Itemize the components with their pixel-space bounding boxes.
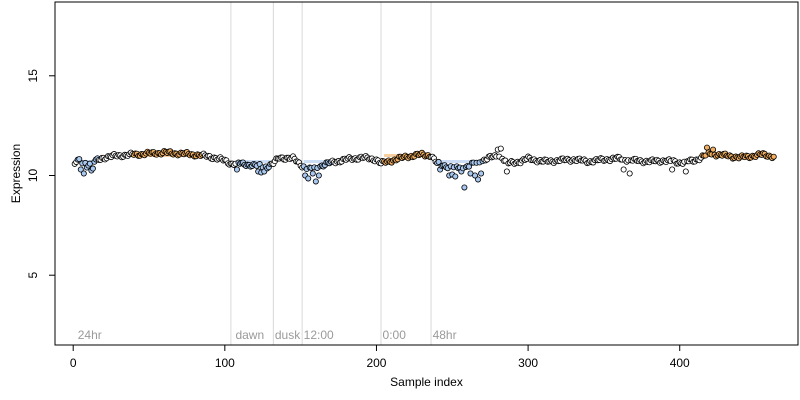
y-tick-label: 5 <box>26 272 40 279</box>
annotation-label: 0:00 <box>383 328 407 342</box>
x-tick-label: 400 <box>670 356 690 370</box>
data-point <box>76 156 83 163</box>
data-point <box>669 166 676 173</box>
data-point <box>315 172 322 179</box>
data-point <box>435 158 442 165</box>
data-point <box>89 165 96 172</box>
data-point <box>710 146 717 153</box>
data-point <box>626 170 633 177</box>
x-axis-title: Sample index <box>390 375 463 389</box>
x-axis: 0 100 200 300 400 <box>70 345 690 370</box>
data-point <box>80 170 87 177</box>
data-point <box>309 170 316 177</box>
x-tick-label: 200 <box>366 356 386 370</box>
data-point <box>305 175 312 182</box>
x-tick-label: 0 <box>70 356 77 370</box>
data-point <box>478 170 485 177</box>
annotation-label: dawn <box>235 328 264 342</box>
data-point <box>704 144 711 151</box>
vertical-lines <box>230 2 432 345</box>
data-point <box>770 153 777 160</box>
annotations: 24hr dawn dusk 12:00 0:00 48hr <box>78 328 457 342</box>
data-point <box>475 176 482 183</box>
data-point <box>472 172 479 179</box>
y-tick-label: 15 <box>26 69 40 83</box>
data-point <box>312 178 319 185</box>
x-tick-label: 300 <box>518 356 538 370</box>
annotation-label: 48hr <box>433 328 457 342</box>
annotation-label: 12:00 <box>304 328 334 342</box>
y-axis: 5 10 15 <box>26 69 55 279</box>
data-point <box>461 184 468 191</box>
data-point <box>497 145 504 152</box>
data-point <box>682 168 689 175</box>
data-point <box>503 168 510 175</box>
data-point <box>77 166 84 173</box>
data-points <box>71 144 777 191</box>
annotation-label: 24hr <box>78 328 102 342</box>
y-axis-title: Expression <box>9 144 23 203</box>
data-point <box>233 166 240 173</box>
data-point <box>620 166 627 173</box>
data-point <box>465 163 472 170</box>
y-tick-label: 10 <box>26 169 40 183</box>
plot-frame <box>54 1 799 346</box>
data-point <box>452 173 459 180</box>
x-tick-label: 100 <box>215 356 235 370</box>
annotation-label: dusk <box>275 328 301 342</box>
